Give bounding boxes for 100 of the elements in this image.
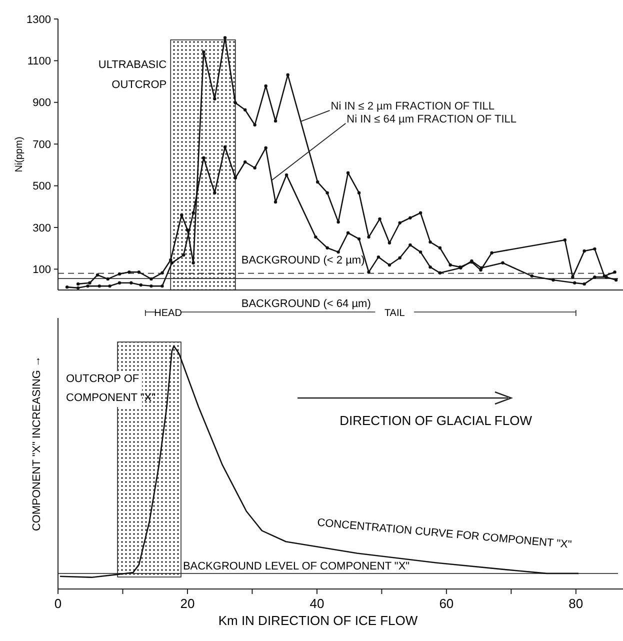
point: [367, 270, 370, 274]
point: [388, 241, 392, 244]
point: [65, 285, 69, 289]
point: [582, 249, 586, 253]
point: [418, 211, 422, 214]
point: [160, 284, 164, 288]
point: [398, 221, 402, 224]
point: [614, 278, 618, 282]
point: [202, 50, 206, 54]
y-tick-label: 500: [32, 180, 51, 193]
ref-line-label: BACKGROUND (< 64 µm): [241, 298, 371, 310]
x-tick-label: 20: [180, 596, 195, 611]
x-axis-title: Km IN DIRECTION OF ICE FLOW: [218, 613, 418, 628]
text: TAIL: [384, 308, 406, 319]
point: [316, 180, 320, 184]
point: [286, 73, 290, 76]
point: [264, 146, 268, 150]
point: [408, 216, 412, 220]
point: [571, 275, 574, 279]
x-tick-label: 80: [568, 596, 584, 611]
point: [213, 191, 216, 194]
y-tick-label: 1100: [27, 56, 51, 68]
point: [128, 270, 131, 274]
point: [118, 281, 122, 285]
x-tick-label: 40: [310, 596, 324, 611]
point: [418, 250, 422, 254]
point: [223, 36, 227, 40]
point: [428, 240, 432, 244]
point: [613, 270, 616, 274]
point: [192, 261, 195, 264]
point: [130, 281, 133, 285]
band-label: ULTRABASIC OUTCROP: [98, 58, 167, 91]
annotation: DIRECTION OF GLACIAL FLOW: [340, 413, 533, 428]
point: [244, 160, 247, 164]
point: [357, 191, 361, 194]
point: [346, 231, 350, 234]
point: [76, 286, 80, 290]
point: [108, 284, 112, 288]
point: [202, 156, 206, 160]
point: [552, 278, 555, 282]
point: [264, 84, 268, 88]
point: [160, 271, 164, 275]
point: [213, 97, 216, 100]
band-label: OUTCROP OF COMPONENT "X": [66, 373, 156, 404]
point: [378, 217, 382, 221]
point: [139, 283, 142, 287]
point: [501, 261, 504, 264]
point: [346, 171, 350, 174]
point: [408, 243, 412, 247]
y-axis-title: Ni(ppm): [14, 136, 25, 172]
ref-line-label: BACKGROUND (< 2 µm): [241, 254, 365, 266]
point: [593, 247, 596, 251]
y-tick-label: 700: [32, 138, 51, 151]
series-label: CONCENTRATION CURVE FOR COMPONENT "X": [316, 516, 572, 552]
point: [106, 277, 110, 281]
point: [438, 246, 442, 250]
text: Ni IN ≤ 2 µm FRACTION OF TILL: [330, 100, 495, 112]
point: [357, 237, 361, 241]
point: [76, 282, 80, 286]
point: [234, 101, 237, 104]
ref-line-label: BACKGROUND LEVEL OF COMPONENT "X": [182, 560, 410, 572]
point: [88, 281, 92, 285]
point: [192, 211, 195, 214]
point: [223, 145, 227, 149]
point: [593, 275, 596, 279]
point: [253, 123, 256, 126]
point: [182, 253, 186, 257]
point: [530, 274, 534, 278]
x-tick-label: 0: [54, 596, 62, 611]
text: HEAD: [154, 308, 182, 319]
text: Ni IN ≤ 64 µm FRACTION OF TILL: [346, 113, 517, 126]
y-tick-label: 100: [32, 264, 51, 276]
point: [118, 272, 122, 276]
point: [326, 191, 329, 194]
point: [96, 273, 100, 277]
point: [376, 255, 380, 259]
y-tick-label: 1300: [26, 14, 51, 26]
point: [150, 277, 153, 281]
point: [180, 213, 184, 217]
point: [169, 258, 172, 262]
point: [448, 263, 452, 267]
point: [336, 220, 340, 224]
point: [98, 284, 102, 288]
y-tick-label: 300: [32, 222, 51, 234]
point: [388, 263, 392, 267]
point: [398, 256, 402, 260]
point: [582, 282, 586, 286]
point: [234, 176, 237, 180]
point: [274, 200, 278, 204]
point: [253, 166, 256, 170]
point: [367, 235, 370, 239]
point: [314, 235, 318, 239]
point: [573, 281, 576, 285]
point: [326, 246, 329, 250]
point: [284, 173, 288, 177]
point: [186, 228, 190, 232]
x-tick-label: 60: [439, 596, 454, 611]
point: [274, 119, 278, 123]
point: [137, 270, 141, 274]
y-tick-label: 900: [32, 97, 51, 110]
